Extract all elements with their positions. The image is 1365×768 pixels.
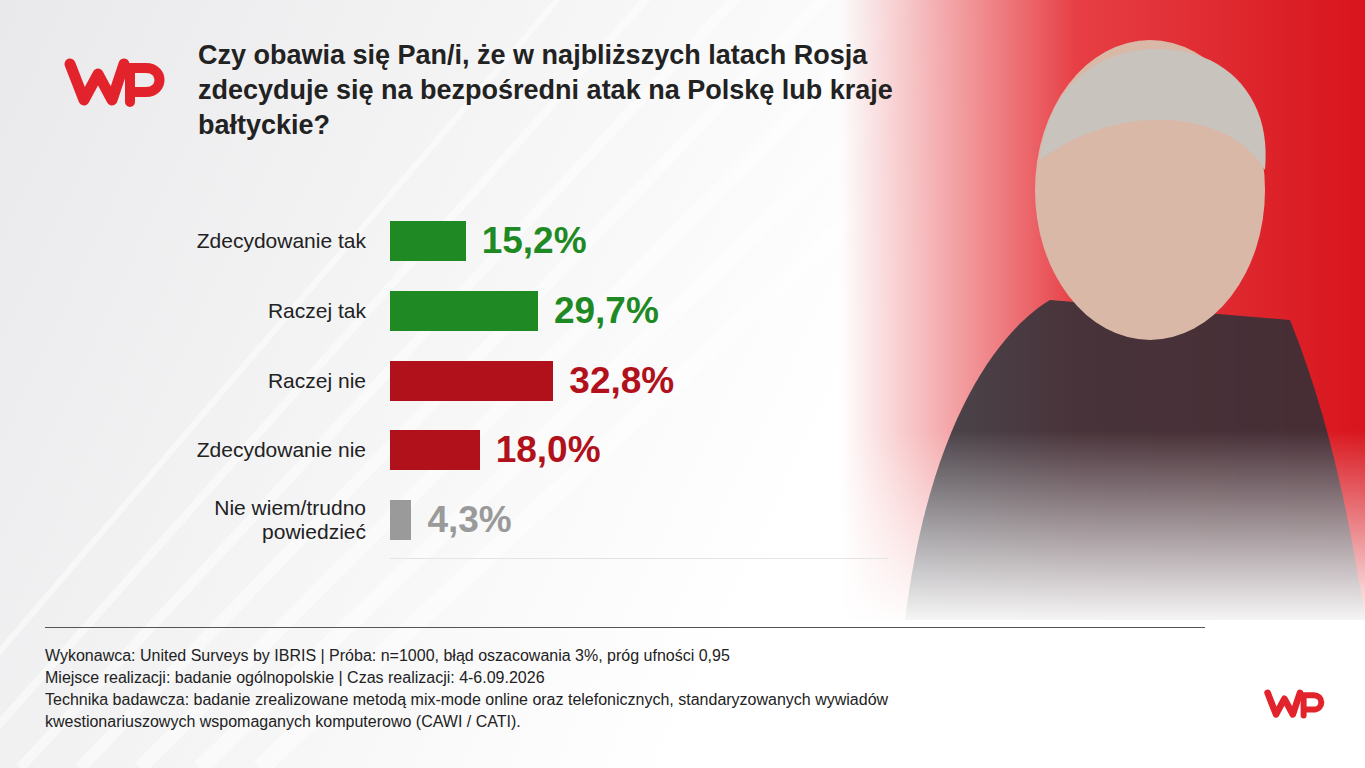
- separator: [45, 627, 1205, 628]
- data-label: 4,3%: [427, 498, 511, 542]
- bar: [390, 221, 466, 261]
- category-label: Raczej nie: [166, 351, 366, 411]
- bar: [390, 361, 553, 401]
- x-axis-line: [390, 558, 888, 559]
- title: Czy obawia się Pan/i, że w najbliższych …: [198, 38, 968, 143]
- category-text: Nie wiem/trudno powiedzieć: [166, 496, 366, 544]
- logo-p: [1304, 695, 1322, 715]
- figure-hair: [1040, 49, 1266, 170]
- logo-top: [70, 64, 160, 102]
- fade: [840, 430, 1365, 630]
- category-label: Zdecydowanie tak: [166, 211, 366, 271]
- bar: [390, 291, 538, 331]
- logo-w: [70, 64, 124, 100]
- figure-head: [1035, 40, 1265, 340]
- category-text: Zdecydowanie nie: [197, 438, 366, 462]
- data-label: 32,8%: [569, 359, 674, 403]
- category-label: Raczej tak: [166, 281, 366, 341]
- footer-line: Technika badawcza: badanie zrealizowane …: [45, 689, 945, 733]
- bar: [390, 430, 480, 470]
- stage: Czy obawia się Pan/i, że w najbliższych …: [0, 0, 1365, 768]
- data-label: 29,7%: [554, 289, 659, 333]
- category-text: Raczej nie: [268, 369, 366, 393]
- footer-line: Miejsce realizacji: badanie ogólnopolski…: [45, 667, 945, 689]
- category-text: Raczej tak: [268, 299, 366, 323]
- logo-w: [1268, 693, 1300, 715]
- footer-line: Wykonawca: United Surveys by IBRIS | Pró…: [45, 645, 945, 667]
- logo-bottom: [1268, 693, 1322, 716]
- data-label: 15,2%: [482, 219, 587, 263]
- data-label: 18,0%: [496, 428, 601, 472]
- bar: [390, 500, 411, 540]
- category-label: Nie wiem/trudno powiedzieć: [166, 490, 366, 550]
- logo-p: [130, 68, 160, 102]
- category-label: Zdecydowanie nie: [166, 420, 366, 480]
- category-text: Zdecydowanie tak: [197, 229, 366, 253]
- footer: Wykonawca: United Surveys by IBRIS | Pró…: [45, 645, 945, 733]
